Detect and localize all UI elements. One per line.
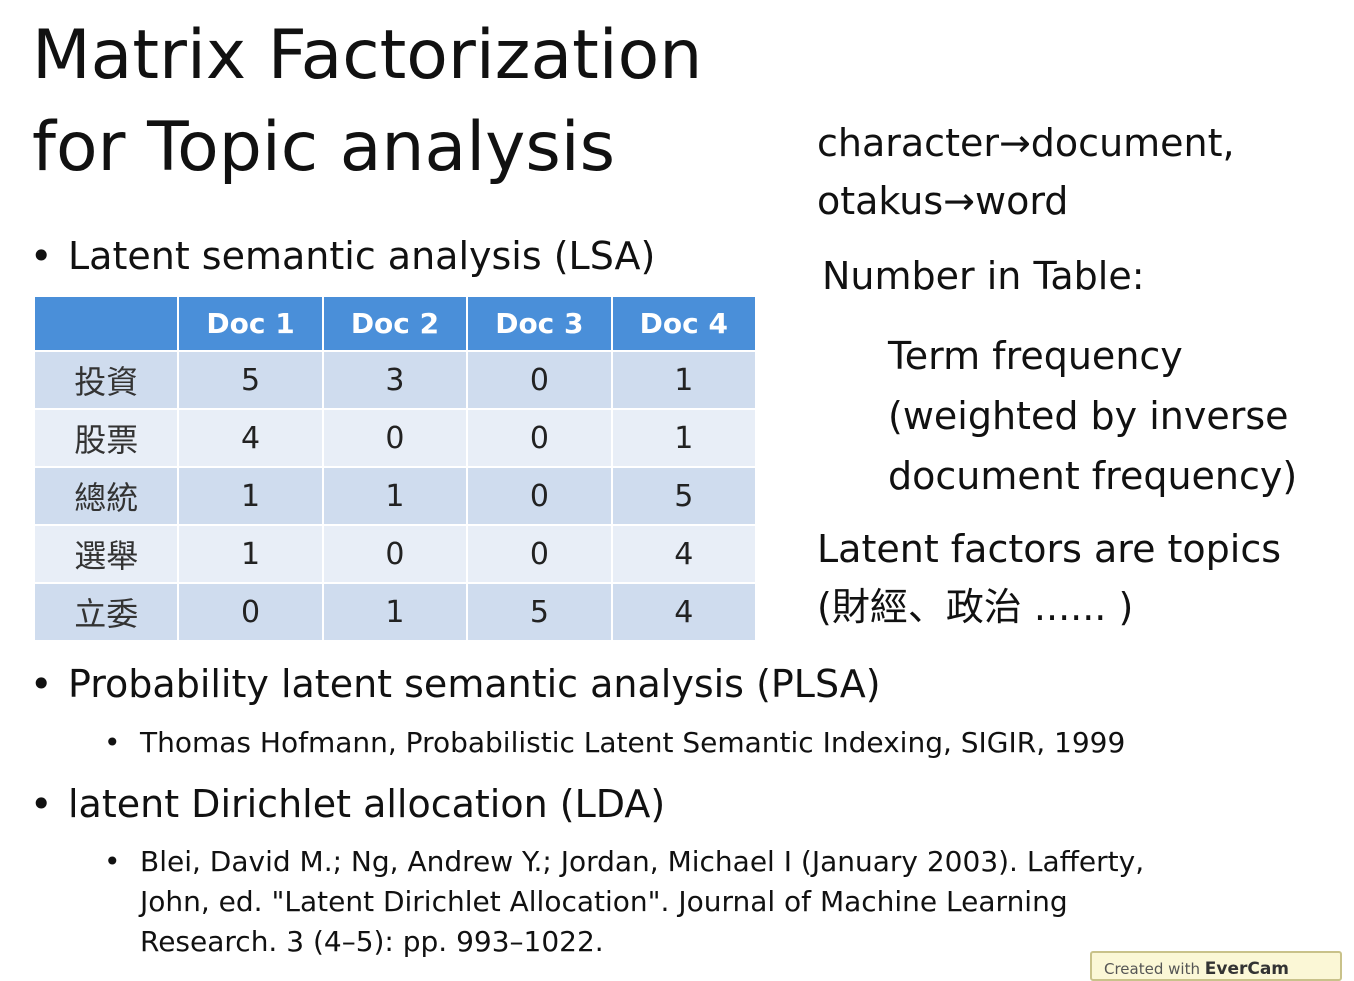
tf-line-1: Term frequency [888, 334, 1183, 378]
table-cell: 4 [612, 582, 755, 640]
table-header-doc3: Doc 3 [468, 297, 611, 350]
table-row: 立委 0 1 5 4 [35, 582, 755, 640]
table-cell: 0 [468, 408, 611, 466]
table-cell: 0 [323, 524, 467, 582]
bullet-plsa: • Probability latent semantic analysis (P… [30, 662, 881, 706]
table-cell: 4 [612, 524, 755, 582]
table-cell: 3 [323, 350, 467, 408]
tf-line-3: document frequency) [888, 454, 1298, 498]
table-row: 總統 1 1 0 5 [35, 466, 755, 524]
bullet-dot: • [104, 726, 121, 759]
title-line-1: Matrix Factorization [32, 16, 703, 95]
lda-reference-line-3: Research. 3 (4–5): pp. 993–1022. [140, 925, 604, 958]
term-document-table: Doc 1 Doc 2 Doc 3 Doc 4 投資 5 3 0 1 股票 4 … [33, 297, 757, 640]
watermark-brand: EverCam [1204, 959, 1290, 979]
lsa-heading: Latent semantic analysis (LSA) [68, 234, 656, 278]
table-cell: 5 [468, 582, 611, 640]
row-label: 立委 [35, 582, 178, 640]
row-label: 總統 [35, 466, 178, 524]
title-line-2: for Topic analysis [32, 108, 616, 187]
row-label: 投資 [35, 350, 178, 408]
table-header-doc1: Doc 1 [179, 297, 322, 350]
table-row: 選舉 1 0 0 4 [35, 524, 755, 582]
table-cell: 1 [179, 466, 322, 524]
latent-factors-note: Latent factors are topics (財經、政治 ...... … [817, 520, 1281, 636]
table-cell: 4 [179, 408, 322, 466]
lda-reference: • Blei, David M.; Ng, Andrew Y.; Jordan,… [104, 842, 1144, 962]
table-cell: 0 [179, 582, 322, 640]
lda-reference-line-2: John, ed. "Latent Dirichlet Allocation".… [140, 885, 1068, 918]
mapping-line-2: otakus→word [817, 179, 1069, 223]
table-cell: 0 [468, 524, 611, 582]
table-cell: 1 [612, 408, 755, 466]
table-cell: 0 [323, 408, 467, 466]
table-cell: 1 [179, 524, 322, 582]
table-row: 投資 5 3 0 1 [35, 350, 755, 408]
bullet-lsa: • Latent semantic analysis (LSA) [30, 234, 655, 278]
term-frequency-note: Term frequency (weighted by inverse docu… [888, 326, 1297, 506]
table-corner-cell [35, 297, 178, 350]
lda-heading: latent Dirichlet allocation (LDA) [68, 782, 666, 826]
evercam-watermark: Created with EverCam [1090, 951, 1342, 981]
latent-line-2: (財經、政治 ...... ) [817, 585, 1134, 629]
bullet-lda: • latent Dirichlet allocation (LDA) [30, 782, 665, 826]
number-in-table-label: Number in Table: [822, 254, 1145, 298]
bullet-dot: • [30, 782, 53, 826]
mapping-line-1: character→document, [817, 121, 1235, 165]
watermark-prefix: Created with [1104, 960, 1200, 978]
lda-reference-line-1: Blei, David M.; Ng, Andrew Y.; Jordan, M… [140, 845, 1145, 878]
table-cell: 5 [612, 466, 755, 524]
plsa-heading: Probability latent semantic analysis (PL… [68, 662, 881, 706]
slide-title: Matrix Factorization for Topic analysis [32, 10, 702, 194]
bullet-dot: • [104, 845, 121, 878]
row-label: 選舉 [35, 524, 178, 582]
bullet-dot: • [30, 662, 53, 706]
table-header-row: Doc 1 Doc 2 Doc 3 Doc 4 [35, 297, 755, 350]
table-cell: 1 [323, 466, 467, 524]
tf-line-2: (weighted by inverse [888, 394, 1289, 438]
table-cell: 0 [468, 466, 611, 524]
table-cell: 1 [323, 582, 467, 640]
plsa-reference: • Thomas Hofmann, Probabilistic Latent S… [104, 723, 1125, 763]
bullet-dot: • [30, 234, 53, 278]
table-cell: 0 [468, 350, 611, 408]
table-cell: 1 [612, 350, 755, 408]
latent-line-1: Latent factors are topics [817, 527, 1282, 571]
table-row: 股票 4 0 0 1 [35, 408, 755, 466]
mapping-note: character→document, otakus→word [817, 114, 1235, 230]
table-cell: 5 [179, 350, 322, 408]
table-header-doc4: Doc 4 [612, 297, 755, 350]
row-label: 股票 [35, 408, 178, 466]
plsa-reference-text: Thomas Hofmann, Probabilistic Latent Sem… [140, 726, 1126, 759]
table-header-doc2: Doc 2 [323, 297, 467, 350]
